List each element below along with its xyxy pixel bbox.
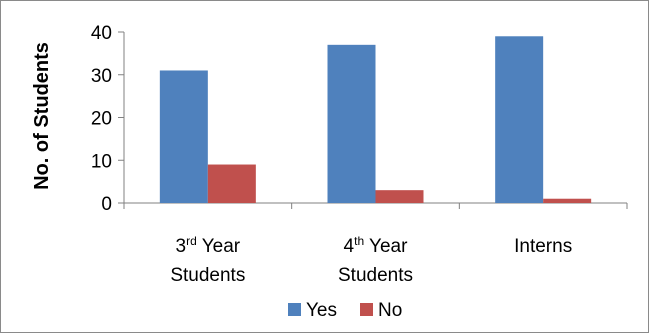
y-tick-label: 10 [91,151,112,172]
y-tick-label: 20 [91,109,112,130]
y-tick-label: 30 [91,66,112,87]
bar-no-3 [543,198,592,203]
bar-no-1 [207,164,256,203]
category-label: 4th Year [344,234,409,257]
legend-label-yes: Yes [306,300,337,321]
bar-yes-3 [495,36,544,204]
y-axis: 0 10 20 30 40 [91,23,125,215]
y-tick-label: 0 [101,194,112,215]
y-axis-title: No. of Students [31,42,53,190]
y-tick-label: 40 [91,23,112,44]
bar-yes-2 [327,44,376,204]
bars [159,36,592,204]
legend-swatch-no [360,303,373,316]
legend-label-no: No [378,300,402,321]
legend: Yes No [288,300,402,321]
category-label: Interns [514,236,572,257]
x-axis [123,202,628,209]
legend-swatch-yes [288,303,301,316]
category-labels: 3rd Year Students 4th Year Students Interns [170,234,572,286]
bar-no-2 [375,190,424,203]
category-label-line2: Students [338,265,413,286]
category-label: 3rd Year [176,234,241,257]
category-label-line2: Students [170,265,245,286]
bar-yes-1 [159,70,208,203]
